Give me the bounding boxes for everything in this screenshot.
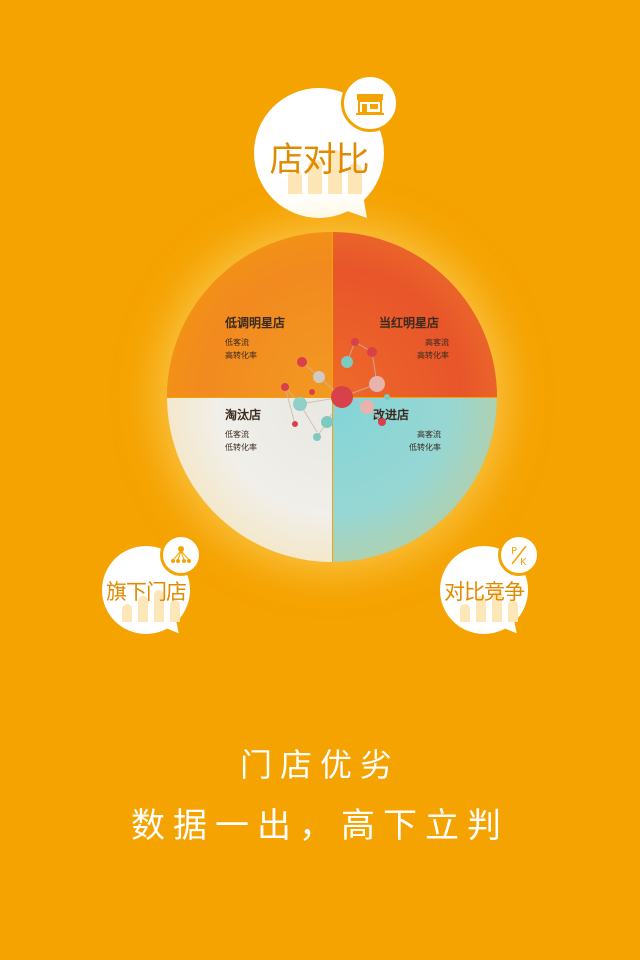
subsidiary-stores-label: 旗下门店	[106, 580, 187, 604]
network-icon	[160, 534, 202, 576]
tagline-line-1: 门店优劣	[239, 746, 400, 784]
store-quadrant-chart: 低调明星店 低客流 高转化率 当红明星店 高客流 高转化率 淘汰店 低客流 低转…	[167, 232, 497, 562]
quadrant-metrics: 低客流 高转化率	[225, 338, 257, 360]
pk-k: K	[520, 557, 527, 568]
tagline-line-2: 数据一出，高下立判	[131, 806, 509, 846]
quadrant-metrics: 高客流 低转化率	[409, 430, 441, 452]
tagline: 门店优劣 数据一出，高下立判	[0, 740, 640, 847]
subsidiary-stores-bubble[interactable]: 旗下门店	[102, 534, 202, 642]
quadrant-popular-star: 当红明星店 高客流 高转化率	[333, 232, 497, 397]
network-graphic	[281, 338, 390, 441]
quadrant-title: 当红明星店	[379, 316, 440, 330]
pk-p: P	[511, 546, 517, 557]
bars-icon	[460, 590, 518, 622]
storefront-icon	[341, 74, 399, 132]
store-compare-bubble[interactable]: 店对比	[254, 74, 399, 231]
competitor-compare-bubble[interactable]: 对比竞争 P K	[440, 534, 540, 642]
quadrant-improve: 改进店 高客流 低转化率	[333, 398, 497, 562]
quadrant-low-key-star: 低调明星店 低客流 高转化率	[167, 232, 332, 397]
quadrant-metrics: 高客流 高转化率	[417, 338, 449, 360]
pk-icon: P K	[498, 534, 540, 576]
bars-icon	[288, 150, 362, 194]
bars-icon	[122, 590, 180, 622]
quadrant-title: 淘汰店	[225, 408, 262, 422]
competitor-compare-label: 对比竞争	[444, 580, 525, 604]
store-compare-label: 店对比	[269, 140, 370, 180]
quadrant-eliminate: 淘汰店 低客流 低转化率	[167, 398, 332, 562]
quadrant-title: 低调明星店	[225, 316, 286, 330]
quadrant-metrics: 低客流 低转化率	[225, 430, 257, 452]
